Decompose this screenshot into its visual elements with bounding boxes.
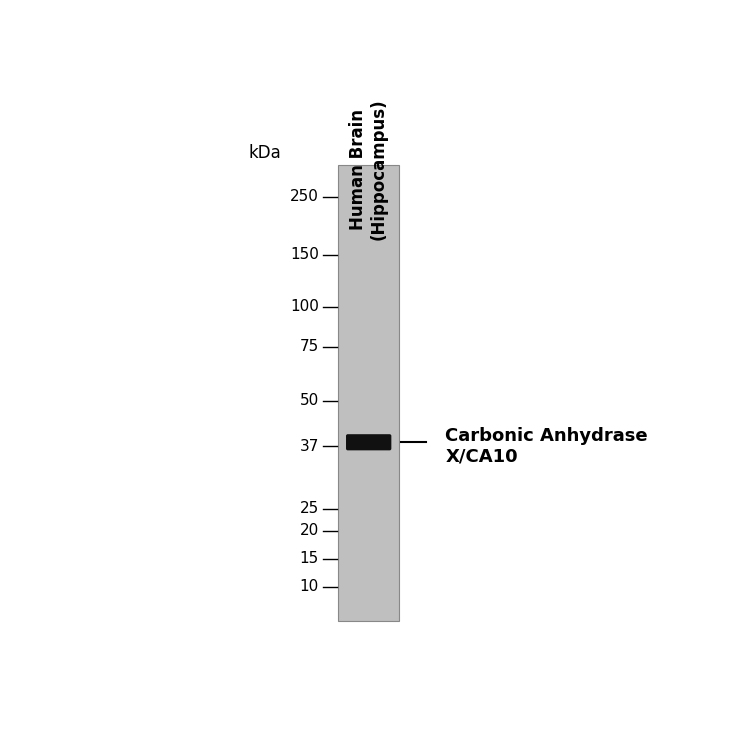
Text: 10: 10 (299, 579, 319, 594)
Bar (338, 165, 399, 621)
Text: 25: 25 (299, 501, 319, 516)
FancyBboxPatch shape (346, 434, 392, 450)
Text: 15: 15 (299, 551, 319, 566)
Text: 50: 50 (299, 393, 319, 408)
Text: 150: 150 (290, 247, 319, 262)
Text: 37: 37 (299, 439, 319, 454)
Text: 100: 100 (290, 299, 319, 314)
Text: kDa: kDa (249, 144, 281, 162)
Text: Carbonic Anhydrase
X/CA10: Carbonic Anhydrase X/CA10 (446, 427, 648, 466)
Text: Human Brain
(Hippocampus): Human Brain (Hippocampus) (350, 99, 388, 240)
Text: 250: 250 (290, 189, 319, 204)
Text: 75: 75 (299, 340, 319, 355)
Text: 20: 20 (299, 524, 319, 538)
